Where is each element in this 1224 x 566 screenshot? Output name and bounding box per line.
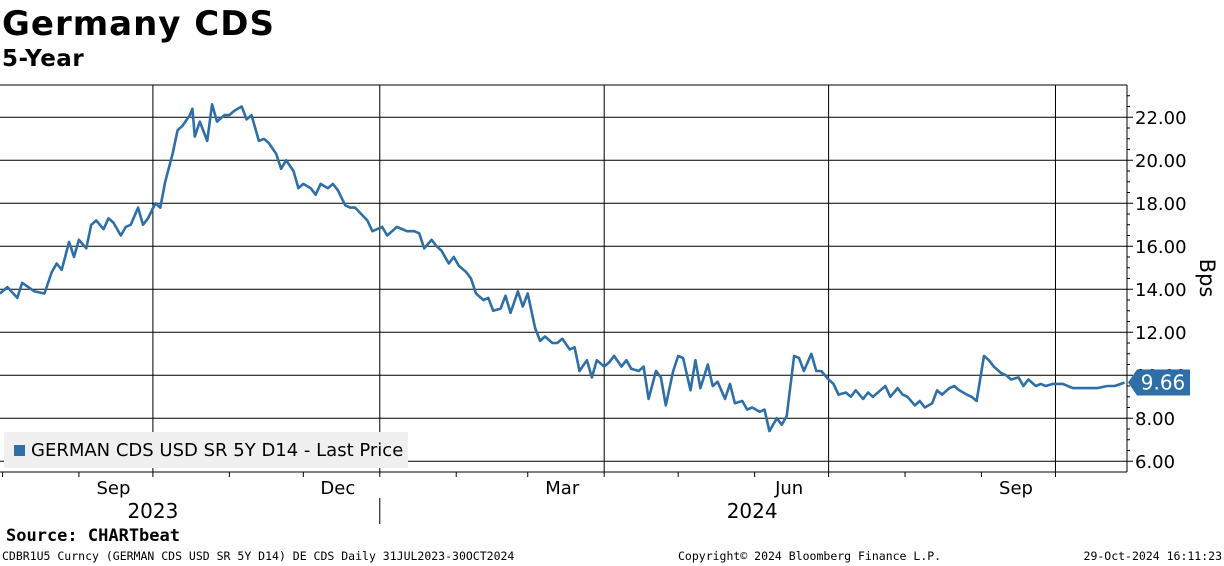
year-label: 2023 (127, 499, 178, 523)
chart-subtitle: 5-Year (2, 46, 85, 72)
axes (0, 84, 1133, 524)
series-line (0, 103, 1125, 433)
legend: GERMAN CDS USD SR 5Y D14 - Last Price (4, 432, 408, 468)
chart-title: Germany CDS (2, 4, 275, 44)
y-tick-label: 6.00 (1135, 452, 1175, 473)
y-axis-tick-labels: 6.008.0010.0012.0014.0016.0018.0020.0022… (1135, 108, 1187, 473)
footer-ticker-info: CDBR1U5 Curncy (GERMAN CDS USD SR 5Y D14… (2, 549, 515, 563)
y-tick-label: 14.00 (1135, 280, 1187, 301)
x-tick-label: Sep (96, 478, 130, 499)
y-axis-label: Bps (1195, 259, 1219, 298)
y-tick-label: 16.00 (1135, 237, 1187, 258)
y-tick-label: 22.00 (1135, 108, 1187, 129)
x-tick-label: Dec (320, 478, 355, 499)
source-note: Source: CHARTbeat (6, 526, 180, 546)
last-value-marker: 9.66 (1128, 369, 1190, 396)
y-tick-label: 12.00 (1135, 323, 1187, 344)
footer-timestamp: 29-Oct-2024 16:11:23 (1083, 549, 1222, 563)
footer-copyright: Copyright© 2024 Bloomberg Finance L.P. (678, 549, 942, 563)
y-tick-label: 18.00 (1135, 194, 1187, 215)
grid-lines (0, 85, 1127, 472)
legend-label: GERMAN CDS USD SR 5Y D14 - Last Price (31, 439, 404, 461)
y-tick-label: 20.00 (1135, 151, 1187, 172)
x-tick-label: Mar (545, 478, 580, 499)
series-layer (0, 103, 1125, 433)
last-value-tag (1128, 369, 1190, 396)
y-tick-label: 8.00 (1135, 409, 1175, 430)
x-tick-label: Sep (999, 478, 1033, 499)
last-value-text: 9.66 (1141, 371, 1186, 395)
year-label: 2024 (727, 499, 778, 523)
x-tick-label: Jun (774, 478, 803, 499)
legend-swatch (14, 444, 25, 456)
